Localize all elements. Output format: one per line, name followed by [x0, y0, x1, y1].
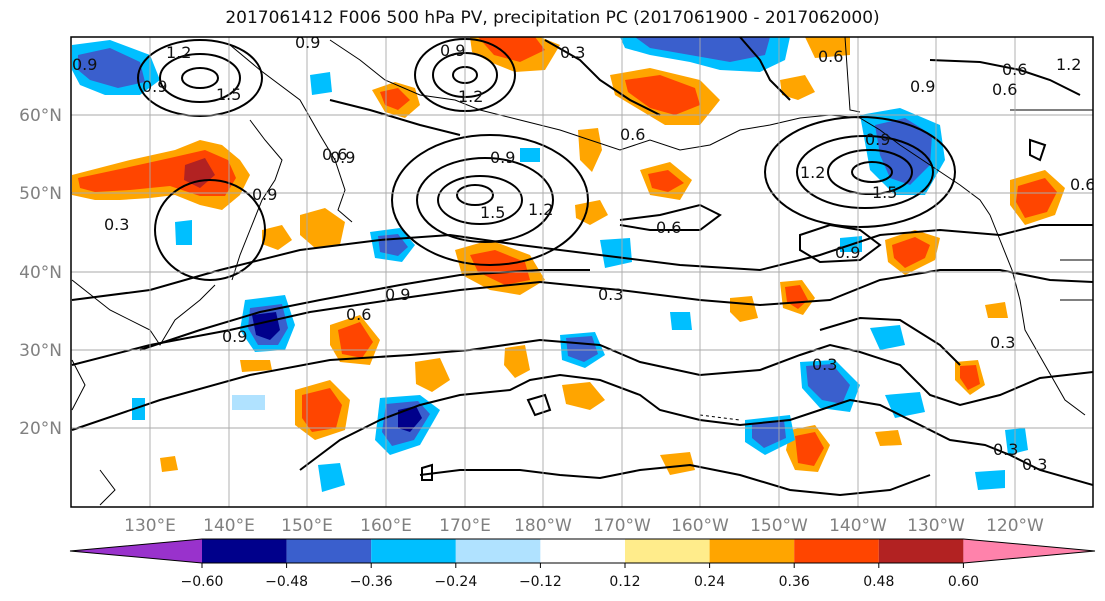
contour-label: 1.5	[872, 183, 897, 202]
contour-label: 1.5	[480, 203, 505, 222]
contour-label: 1.2	[800, 163, 825, 182]
colorbar-segment	[286, 539, 372, 563]
contour-label: 0.6	[818, 47, 843, 66]
lon-label: 150°E	[281, 516, 333, 536]
colorbar-tick-label: 0.12	[609, 574, 640, 590]
lon-label: 140°E	[203, 516, 255, 536]
lon-label: 170°E	[439, 516, 491, 536]
map-frame	[70, 36, 1094, 508]
colorbar-segment	[878, 539, 964, 563]
lon-label: 130°W	[907, 516, 965, 536]
contour-label: 0.6	[346, 305, 371, 324]
colorbar-tick-label: 0.24	[694, 574, 725, 590]
contour-label: 0.9	[330, 148, 355, 167]
colorbar-segment	[625, 539, 710, 563]
colorbar-segment	[963, 539, 1095, 563]
colorbar-segment	[709, 539, 795, 563]
colorbar-tick-label: −0.48	[265, 574, 308, 590]
contour-labels: 1.2 0.9 0.9 0.9 1.5 0.9 0.9 1.2 0.9 0.6 …	[72, 33, 1095, 474]
lat-label: 60°N	[19, 106, 62, 126]
lat-label: 30°N	[19, 341, 62, 361]
contour-label: 0.9	[440, 41, 465, 60]
contour-label: 0.6	[322, 145, 347, 164]
colorbar-tick-label: −0.60	[181, 574, 224, 590]
contour-label: 0.9	[222, 327, 247, 346]
contour-label: 0.6	[992, 80, 1017, 99]
contour-label: 0.9	[490, 148, 515, 167]
longitude-labels: 130°E 140°E 150°E 160°E 170°E 180°W 170°…	[124, 516, 1044, 536]
colorbar-tick-label: 0.60	[948, 574, 979, 590]
colorbar: −0.60 −0.48 −0.36 −0.24 −0.12 0.12 0.24 …	[69, 538, 1096, 590]
pv-contours	[71, 37, 1093, 497]
contour-label: 0.9	[385, 285, 410, 304]
lon-label: 130°E	[124, 516, 176, 536]
contour-label: 1.2	[458, 87, 483, 106]
map-field: 1.2 0.9 0.9 0.9 1.5 0.9 0.9 1.2 0.9 0.6 …	[71, 33, 1095, 507]
contour-label: 0.3	[993, 440, 1018, 459]
colorbar-segment	[540, 539, 625, 563]
contour-label: 0.3	[1022, 455, 1047, 474]
contour-label: 0.6	[656, 218, 681, 237]
contour-label: 0.9	[910, 77, 935, 96]
contour-label: 0.3	[560, 43, 585, 62]
contour-label: 0.3	[598, 285, 623, 304]
lon-label: 180°W	[514, 516, 572, 536]
contour-label: 0.9	[72, 55, 97, 74]
contour-label: 0.6	[1070, 175, 1095, 194]
colorbar-segment	[70, 539, 202, 563]
contour-label: 0.9	[142, 77, 167, 96]
colorbar-segment	[371, 539, 456, 563]
contour-label: 1.2	[528, 200, 553, 219]
colorbar-segment	[455, 539, 541, 563]
contour-label: 0.6	[1002, 60, 1027, 79]
lon-label: 120°W	[986, 516, 1044, 536]
contour-label: 1.5	[216, 85, 241, 104]
contour-label: 0.3	[812, 355, 837, 374]
graticule	[71, 37, 1093, 507]
contour-label: 1.2	[1056, 55, 1081, 74]
colorbar-tick-label: −0.24	[434, 574, 477, 590]
lon-label: 160°E	[360, 516, 412, 536]
lat-label: 50°N	[19, 184, 62, 204]
map-title: 2017061412 F006 500 hPa PV, precipitatio…	[225, 8, 880, 28]
colorbar-tick-label: 0.36	[779, 574, 810, 590]
coastlines	[71, 37, 1093, 506]
precipitation-shading	[72, 37, 1065, 492]
colorbar-tick-label: −0.36	[350, 574, 393, 590]
lat-label: 40°N	[19, 263, 62, 283]
lat-label: 20°N	[19, 419, 62, 439]
latitude-labels: 60°N 50°N 40°N 30°N 20°N	[19, 106, 62, 439]
contour-label: 0.9	[252, 185, 277, 204]
lon-label: 170°W	[593, 516, 651, 536]
lon-label: 150°W	[750, 516, 808, 536]
lon-label: 140°W	[829, 516, 887, 536]
colorbar-segment	[202, 539, 287, 563]
contour-label: 0.3	[990, 333, 1015, 352]
contour-label: 0.9	[865, 130, 890, 149]
contour-label: 0.3	[104, 215, 129, 234]
lon-label: 160°W	[671, 516, 729, 536]
contour-label: 0.9	[295, 33, 320, 52]
colorbar-segment	[794, 539, 879, 563]
contour-label: 1.2	[166, 43, 191, 62]
contour-label: 0.9	[835, 243, 860, 262]
contour-label: 0.6	[620, 125, 645, 144]
colorbar-tick-label: 0.48	[863, 574, 894, 590]
colorbar-tick-label: −0.12	[519, 574, 562, 590]
